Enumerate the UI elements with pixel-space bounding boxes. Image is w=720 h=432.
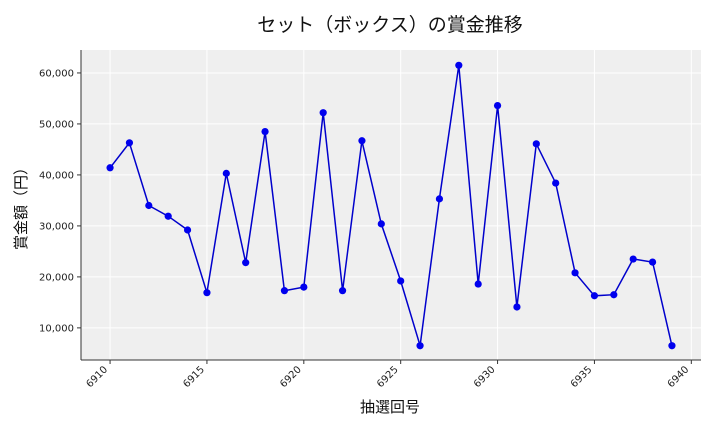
plot-area	[81, 50, 701, 360]
x-axis-label: 抽選回号	[360, 398, 420, 416]
data-point	[125, 139, 134, 147]
axes	[80, 50, 701, 361]
data-point	[629, 255, 637, 263]
chart-title: セット（ボックス）の賞金推移	[257, 14, 522, 36]
y-tick-label: 40,000	[39, 170, 74, 181]
data-point	[222, 169, 230, 177]
data-point	[416, 342, 424, 350]
data-point	[242, 259, 250, 267]
data-point	[455, 61, 463, 69]
x-tick-label: 6930	[472, 364, 498, 390]
y-tick-label: 60,000	[39, 68, 74, 79]
series	[106, 61, 676, 350]
x-tick-label: 6910	[84, 364, 110, 390]
y-tick-label: 50,000	[39, 119, 74, 130]
data-point	[571, 269, 579, 277]
series-line	[109, 65, 673, 346]
data-point	[106, 164, 114, 172]
x-tick-label: 6940	[666, 364, 692, 390]
y-tick-label: 10,000	[39, 323, 74, 334]
data-point	[493, 101, 502, 110]
x-tick-label: 6925	[375, 364, 401, 390]
data-point	[164, 212, 172, 220]
x-tick-label: 6915	[181, 364, 207, 390]
data-point	[377, 220, 385, 228]
data-point	[532, 140, 540, 148]
data-point	[300, 283, 308, 291]
y-tick-label: 20,000	[39, 272, 74, 283]
data-point	[668, 342, 676, 350]
data-point	[552, 179, 560, 187]
data-point	[261, 127, 269, 136]
data-point	[280, 287, 289, 295]
data-point	[183, 226, 192, 234]
data-point	[513, 303, 521, 311]
data-point	[203, 289, 211, 297]
data-point	[648, 258, 657, 266]
data-point	[590, 292, 599, 300]
data-point	[610, 291, 618, 299]
data-point	[358, 137, 366, 145]
grid	[81, 50, 701, 360]
data-point	[397, 277, 405, 285]
data-point	[435, 195, 444, 203]
x-tick-label: 6920	[278, 364, 304, 390]
data-point	[474, 280, 482, 288]
y-tick-label: 30,000	[39, 221, 74, 232]
data-point	[319, 109, 327, 117]
data-point	[338, 287, 347, 295]
x-tick-label: 6935	[569, 364, 595, 390]
y-axis-label: 賞金額（円）	[12, 160, 30, 250]
data-point	[145, 201, 153, 210]
